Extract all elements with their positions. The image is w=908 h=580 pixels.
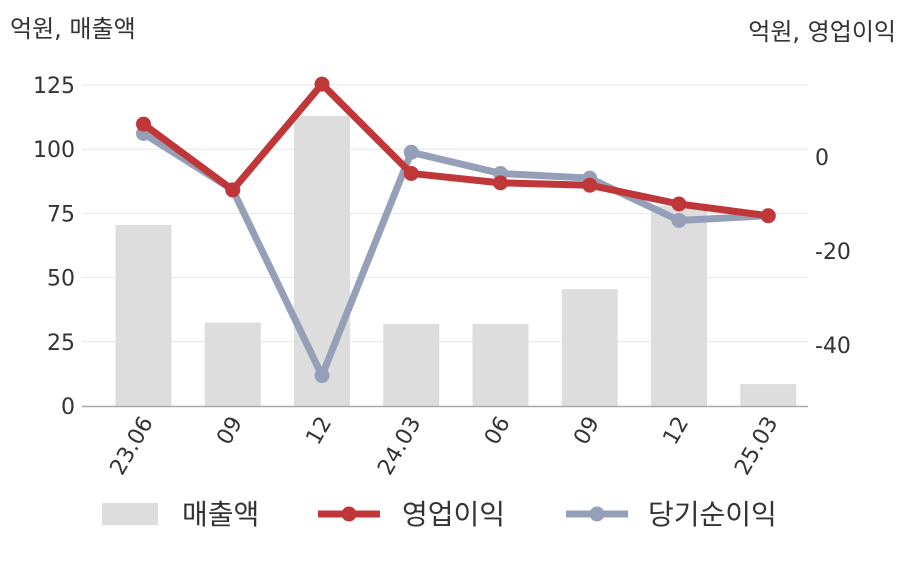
series-point [136, 116, 151, 132]
series-point [403, 144, 419, 160]
series-point [403, 165, 419, 181]
bar [204, 322, 261, 406]
bar [294, 115, 350, 406]
series-point [582, 177, 598, 193]
bar [651, 205, 707, 406]
legend-label: 영업이익 [402, 498, 505, 531]
bar [115, 224, 172, 406]
legend: 매출액 영업이익 당기순이익 [102, 498, 777, 531]
legend-swatch-point [341, 506, 357, 522]
bar [740, 384, 797, 406]
bar [472, 323, 529, 406]
line-series [136, 76, 776, 384]
legend-label: 당기순이익 [648, 498, 777, 531]
series-point [493, 175, 508, 191]
right-tick-label: -40 [815, 334, 851, 359]
left-tick-label: 25 [47, 331, 75, 356]
left-tick-label: 0 [61, 395, 75, 420]
series-point [314, 368, 330, 384]
bar-series [115, 115, 797, 406]
x-tick-label: 09 [569, 413, 605, 450]
legend-swatch-point [589, 506, 605, 522]
series-point [671, 196, 687, 212]
x-tick-label: 12 [302, 413, 338, 450]
left-tick-label: 50 [47, 267, 75, 292]
left-tick-label: 125 [33, 74, 75, 99]
legend-label: 매출액 [182, 498, 259, 531]
series-line [140, 130, 772, 380]
series-line [140, 80, 772, 220]
x-tick-label: 12 [659, 413, 695, 450]
series-point [671, 212, 687, 228]
right-tick-label: 0 [815, 146, 829, 171]
legend-swatch-bar [102, 503, 158, 525]
series-point [760, 208, 776, 224]
series-point [225, 182, 241, 198]
x-tick-label: 25.03 [730, 413, 783, 480]
right-axis-unit: 억원, 영업이익 [748, 18, 896, 46]
series-point [314, 76, 330, 92]
bar [383, 323, 440, 406]
left-tick-label: 100 [33, 138, 75, 163]
bar [561, 289, 618, 406]
left-axis-unit: 억원, 매출액 [10, 15, 136, 43]
left-tick-label: 75 [47, 202, 75, 227]
x-tick-label: 24.03 [373, 413, 426, 480]
x-tick-label: 09 [212, 413, 248, 450]
x-tick-label: 23.06 [106, 413, 159, 480]
right-tick-label: -20 [815, 240, 851, 265]
x-tick-label: 06 [480, 413, 516, 450]
